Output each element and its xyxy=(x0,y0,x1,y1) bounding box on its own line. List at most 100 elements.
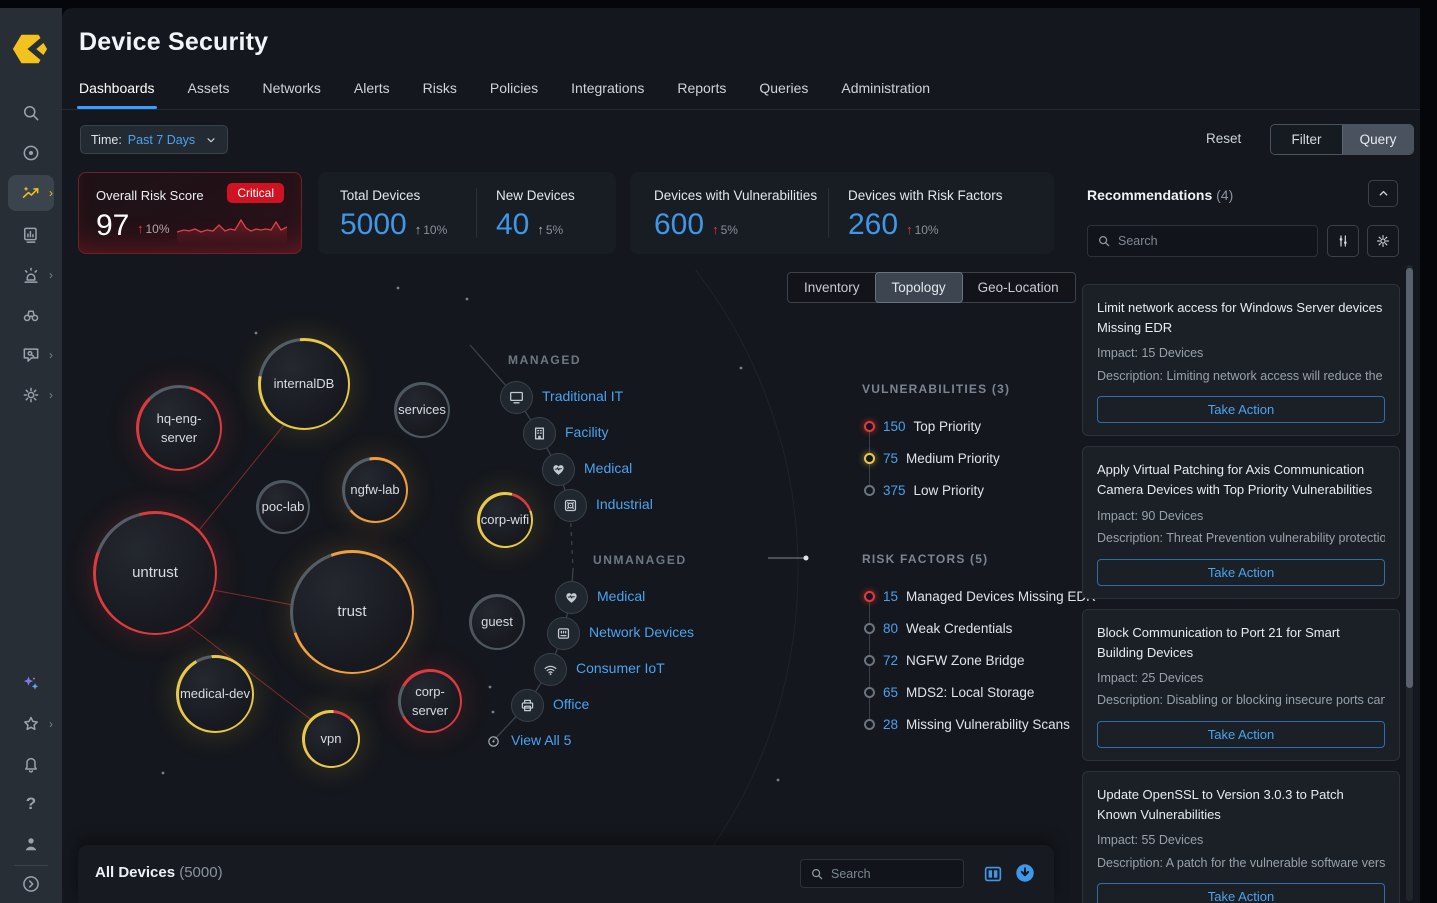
tab-administration[interactable]: Administration xyxy=(841,80,931,96)
take-action-button[interactable]: Take Action xyxy=(1097,883,1385,903)
device-group-medical[interactable]: Medical xyxy=(597,588,646,604)
rail-item-reports[interactable] xyxy=(8,217,54,253)
network-bubble-medical-dev[interactable]: medical-dev xyxy=(176,655,254,733)
device-group-traditional-it[interactable]: Traditional IT xyxy=(542,388,624,404)
risk-factors-item[interactable]: 15 Managed Devices Missing EDR xyxy=(864,589,1096,604)
queries-icon xyxy=(21,345,41,365)
rail-item-discover[interactable] xyxy=(8,297,54,333)
vulnerabilities-item[interactable]: 150 Top Priority xyxy=(864,419,981,434)
medical-icon xyxy=(554,580,588,614)
tab-risks[interactable]: Risks xyxy=(422,80,457,96)
view-toggle-topology[interactable]: Topology xyxy=(874,272,963,303)
recommendations-search-input[interactable] xyxy=(1118,234,1317,248)
critical-status-badge: Critical xyxy=(227,183,284,203)
tab-integrations[interactable]: Integrations xyxy=(571,80,645,96)
target-icon xyxy=(484,732,502,750)
expand-icon xyxy=(21,874,41,894)
devices-search-input[interactable] xyxy=(831,866,963,881)
overall-risk-score-card: Overall Risk Score Critical 97 ↑ 10% xyxy=(78,172,302,254)
bubble-label: internalDB xyxy=(273,376,335,392)
view-toggle-geo-location[interactable]: Geo-Location xyxy=(977,280,1059,295)
collapse-recommendations-button[interactable] xyxy=(1368,180,1398,207)
risk-factors-item[interactable]: 80 Weak Credentials xyxy=(864,621,1012,636)
risk-factors-item[interactable]: 28 Missing Vulnerability Scans xyxy=(864,717,1070,732)
query-button[interactable]: Query xyxy=(1342,125,1413,154)
network-bubble-hq-eng-server[interactable]: hq-eng- server xyxy=(136,385,222,471)
download-icon[interactable] xyxy=(1014,862,1036,889)
rail-divider xyxy=(14,865,48,866)
recommendations-search xyxy=(1087,225,1318,257)
rail-item-queries[interactable]: › xyxy=(8,337,54,373)
take-action-button[interactable]: Take Action xyxy=(1097,720,1385,748)
rail-item-search[interactable] xyxy=(8,95,54,131)
network-bubble-poc-lab[interactable]: poc-lab xyxy=(256,480,310,534)
rail-item-expand[interactable] xyxy=(8,866,54,902)
rail-item-notifications[interactable] xyxy=(8,746,54,782)
brand-logo-icon[interactable] xyxy=(11,30,49,68)
device-group-consumer-iot[interactable]: Consumer IoT xyxy=(576,660,665,676)
network-bubble-untrust[interactable]: untrust xyxy=(93,511,217,635)
up-arrow-icon: ↑ xyxy=(906,222,913,237)
rail-item-ai-assist[interactable] xyxy=(8,666,54,702)
columns-icon[interactable] xyxy=(982,863,1004,890)
stat-value: 260 xyxy=(848,208,899,241)
signal-label: Medium Priority xyxy=(906,451,1000,466)
time-range-filter[interactable]: Time: Past 7 Days xyxy=(80,125,229,154)
view-toggle-inventory[interactable]: Inventory xyxy=(804,280,860,295)
device-group-view-all-5[interactable]: View All 5 xyxy=(511,732,572,748)
device-group-network-devices[interactable]: Network Devices xyxy=(589,624,695,640)
recommendation-title: Block Communication to Port 21 for Smart… xyxy=(1097,624,1340,660)
rail-item-favorites[interactable]: › xyxy=(8,706,54,742)
network-bubble-ngfw-lab[interactable]: ngfw-lab xyxy=(342,457,408,523)
rail-item-radar[interactable] xyxy=(8,135,54,171)
recommendation-title: Update OpenSSL to Version 3.0.3 to Patch… xyxy=(1097,786,1344,822)
tab-networks[interactable]: Networks xyxy=(262,80,321,96)
signal-label: Top Priority xyxy=(913,419,982,434)
sort-filter-button[interactable] xyxy=(1327,225,1359,257)
rail-item-dashboards[interactable]: › xyxy=(8,175,54,211)
tab-alerts[interactable]: Alerts xyxy=(353,80,390,96)
network-bubble-corp-server[interactable]: corp- server xyxy=(398,669,462,733)
scrollbar-thumb[interactable] xyxy=(1406,268,1413,688)
take-action-button[interactable]: Take Action xyxy=(1097,396,1385,424)
risk-factors-item[interactable]: 72 NGFW Zone Bridge xyxy=(864,653,1025,668)
rail-item-help[interactable]: ? xyxy=(8,786,54,822)
filter-button[interactable]: Filter xyxy=(1271,125,1342,154)
time-value: Past 7 Days xyxy=(127,132,196,147)
chevron-down-icon xyxy=(207,137,215,142)
rail-item-settings[interactable]: › xyxy=(8,377,54,413)
view-toggle: Inventory Topology Geo-Location xyxy=(787,272,1076,303)
recommendation-card: Apply Virtual Patching for Axis Communic… xyxy=(1082,446,1400,599)
network-bubble-services[interactable]: services xyxy=(394,382,450,438)
tab-assets[interactable]: Assets xyxy=(187,80,230,96)
device-group-facility[interactable]: Facility xyxy=(565,424,609,440)
chevron-right-icon: › xyxy=(49,717,53,731)
network-bubble-internalDB[interactable]: internalDB xyxy=(258,338,350,430)
recommendations-settings-button[interactable] xyxy=(1367,225,1399,257)
device-group-industrial[interactable]: Industrial xyxy=(596,496,653,512)
network-bubble-guest[interactable]: guest xyxy=(469,594,525,650)
recommendation-description: Description: Disabling or blocking insec… xyxy=(1097,693,1385,708)
vulnerabilities-item[interactable]: 375 Low Priority xyxy=(864,483,984,498)
signal-label: MDS2: Local Storage xyxy=(906,685,1035,700)
rail-item-user[interactable] xyxy=(8,826,54,862)
network-bubble-vpn[interactable]: vpn xyxy=(302,710,360,768)
tab-policies[interactable]: Policies xyxy=(489,80,539,96)
rail-item-alerts[interactable]: › xyxy=(8,257,54,293)
device-group-medical[interactable]: Medical xyxy=(584,460,633,476)
stat-delta: ↑ 10% xyxy=(906,222,939,237)
network-bubble-corp-wifi[interactable]: corp-wifi xyxy=(477,492,533,548)
reset-button[interactable]: Reset xyxy=(1206,131,1242,146)
device-group-office[interactable]: Office xyxy=(553,696,590,712)
industrial-icon xyxy=(553,488,587,522)
vulnerabilities-item[interactable]: 75 Medium Priority xyxy=(864,451,1000,466)
tab-reports[interactable]: Reports xyxy=(677,80,727,96)
tab-queries[interactable]: Queries xyxy=(759,80,809,96)
tab-dashboards[interactable]: Dashboards xyxy=(77,80,156,109)
network-bubble-trust[interactable]: trust xyxy=(290,550,414,674)
risk-factors-item[interactable]: 65 MDS2: Local Storage xyxy=(864,685,1034,700)
bubble-label: corp-wifi xyxy=(480,512,530,528)
question-mark-glyph: ? xyxy=(25,794,37,813)
take-action-button[interactable]: Take Action xyxy=(1097,558,1385,586)
